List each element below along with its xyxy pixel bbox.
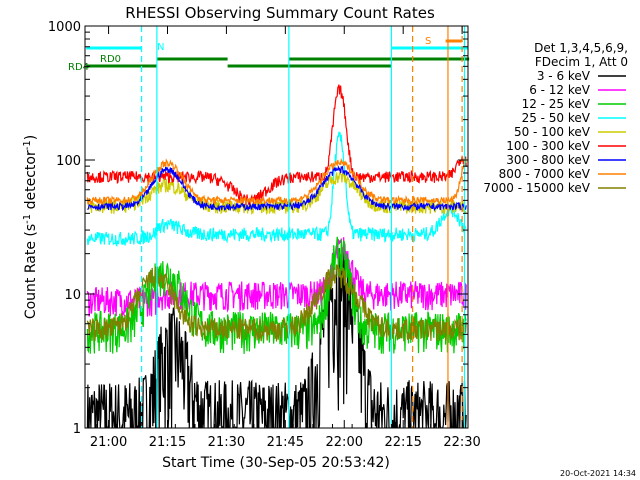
x-tick-label: 22:30 <box>443 435 480 450</box>
legend-entry-label: 25 - 50 keV <box>522 111 591 125</box>
legend-entry-label: 800 - 7000 keV <box>499 167 591 181</box>
render-timestamp: 20-Oct-2021 14:34 <box>560 469 636 478</box>
series-line-800-7000keV <box>86 158 467 206</box>
series-line-7000-15000keV <box>86 264 467 342</box>
flag-layer: RD0 RD4 N S <box>68 26 470 428</box>
y-axis-label: Count Rate (s-1 detector-1) <box>22 135 39 319</box>
y-tick-label: 100 <box>56 154 81 169</box>
series-line-3-6keV <box>86 245 467 428</box>
flag-label: N <box>157 42 164 53</box>
y-tick-label: 10 <box>64 288 81 303</box>
series-line-25-50keV <box>86 131 467 247</box>
legend-entry-label: 50 - 100 keV <box>514 125 591 139</box>
legend-entry-label: 100 - 300 keV <box>506 139 590 153</box>
x-axis: 21:00 21:15 21:30 21:45 22:00 22:15 22:30 <box>90 26 481 450</box>
x-tick-label: 21:30 <box>208 435 245 450</box>
x-tick-label: 22:15 <box>384 435 421 450</box>
y-tick-label: 1 <box>73 422 81 437</box>
series-layer <box>86 84 467 428</box>
legend-entry-label: 300 - 800 keV <box>506 153 590 167</box>
flag-label: S <box>425 36 431 47</box>
plot-frame <box>84 25 469 429</box>
series-line-300-800keV <box>87 165 467 213</box>
legend-entry-label: 6 - 12 keV <box>529 83 591 97</box>
series-line-6-12keV <box>86 237 467 317</box>
flag-label: RD0 <box>100 54 121 65</box>
x-tick-label: 21:00 <box>90 435 127 450</box>
y-tick-label: 1000 <box>48 20 81 35</box>
y-axis: 1 10 100 1000 <box>48 20 468 437</box>
legend-entry-label: 7000 - 15000 keV <box>483 181 590 195</box>
legend-entry-label: 12 - 25 keV <box>522 97 591 111</box>
x-axis-label: Start Time (30-Sep-05 20:53:42) <box>162 455 390 471</box>
legend-entry-label: 3 - 6 keV <box>537 69 591 83</box>
legend-header-line-2: FDecim 1, Att 0 <box>535 55 628 69</box>
legend: Det 1,3,4,5,6,9, FDecim 1, Att 0 3 - 6 k… <box>483 41 628 195</box>
x-tick-label: 21:45 <box>267 435 304 450</box>
x-tick-label: 21:15 <box>149 435 186 450</box>
legend-header-line-1: Det 1,3,4,5,6,9, <box>534 41 628 55</box>
flag-label: RD4 <box>68 62 89 73</box>
chart-title: RHESSI Observing Summary Count Rates <box>125 4 435 22</box>
x-tick-label: 22:00 <box>326 435 363 450</box>
